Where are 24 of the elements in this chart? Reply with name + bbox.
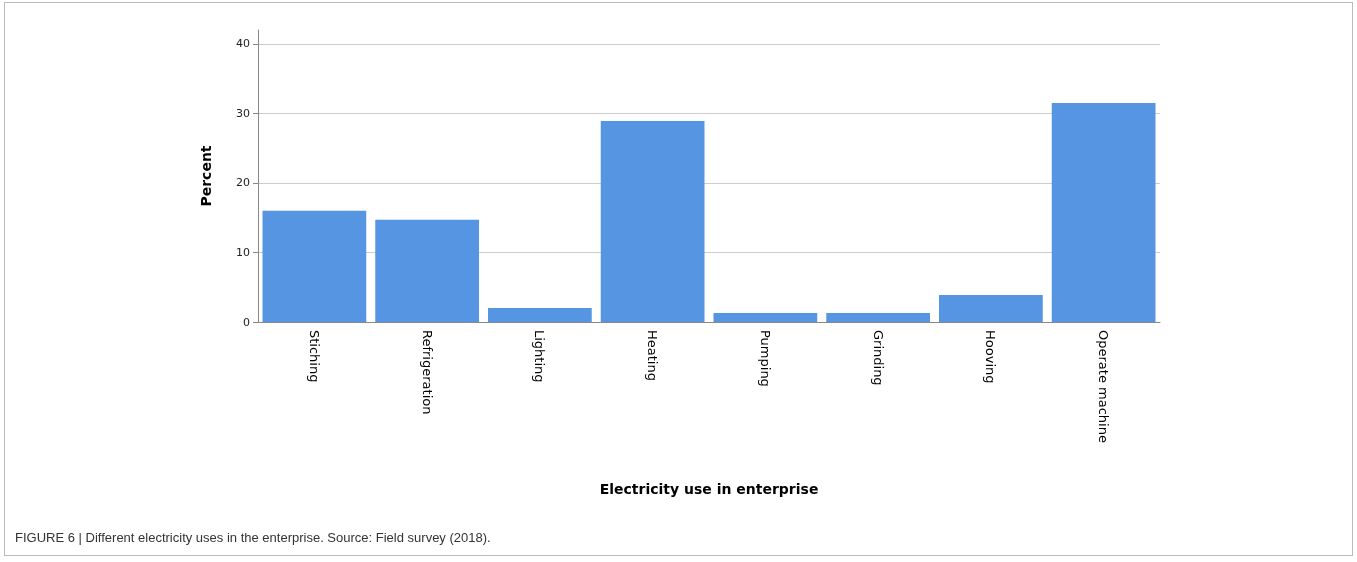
x-tick-label: Pumping [757,330,773,387]
bar [713,312,818,322]
x-axis-title: Electricity use in enterprise [599,481,819,497]
y-tick-label: 30 [236,106,250,120]
bar [1051,103,1156,322]
x-tick-label: Heating [645,330,661,381]
bar [939,294,1043,322]
x-tick-label: Lighting [532,330,548,383]
y-tick-label: 0 [243,315,250,329]
y-tick-label: 10 [236,245,250,259]
bar [826,312,930,322]
bar [262,210,367,322]
x-tick-label: Grinding [870,330,886,386]
bar [488,308,592,322]
y-tick-label: 20 [236,176,250,190]
x-tick-label: Operate machine [1096,330,1112,443]
bar [600,121,705,322]
y-axis-title: Percent [198,145,214,207]
x-tick-label: Refrigeration [419,330,435,415]
y-tick-label: 40 [236,37,250,51]
x-tick-label: Stiching [306,330,322,383]
caption: FIGURE 6 | Different electricity uses in the enterprise. Source: Field survey (2018). [15,530,491,545]
bar [375,219,479,322]
x-tick-label: Hooving [983,330,999,384]
